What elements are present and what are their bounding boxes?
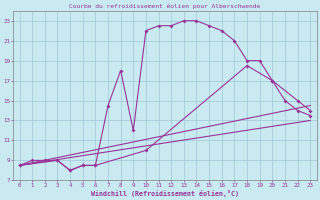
Title: Courbe du refroidissement éolien pour Alberschwende: Courbe du refroidissement éolien pour Al… xyxy=(69,3,260,9)
X-axis label: Windchill (Refroidissement éolien,°C): Windchill (Refroidissement éolien,°C) xyxy=(91,190,239,197)
